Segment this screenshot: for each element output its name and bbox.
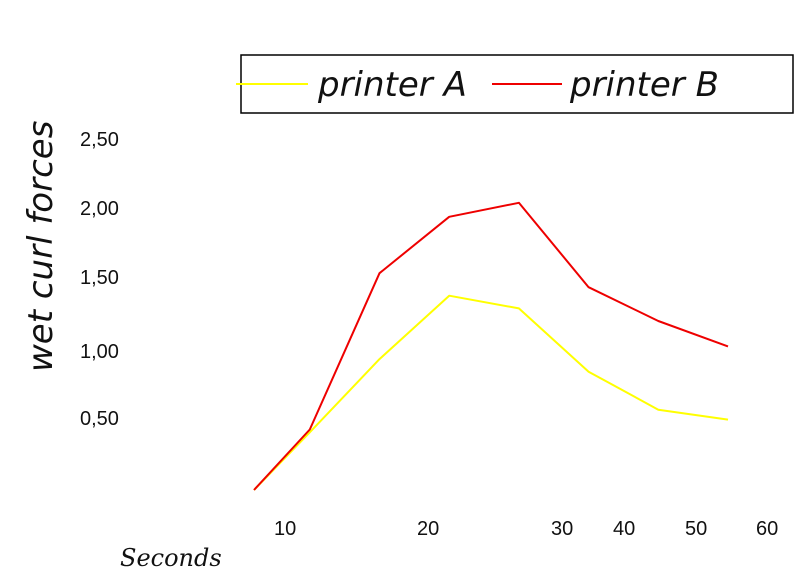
y-tick-label: 2,00 [80,198,119,220]
x-tick-label: 10 [274,518,296,540]
x-axis-label: Seconds [120,544,222,572]
y-tick-label: 1,00 [80,341,119,363]
x-tick-label: 50 [685,518,707,540]
y-tick-label: 1,50 [80,267,119,289]
x-tick-label: 20 [417,518,439,540]
y-tick-label: 0,50 [80,408,119,430]
series-layer [253,201,729,491]
legend-label-printer-a: printer A [317,65,467,105]
x-tick-label: 30 [551,518,573,540]
series-line-printer-a [253,294,729,491]
series-line-printer-b [253,201,729,491]
x-tick-label: 60 [756,518,778,540]
x-tick-label: 40 [613,518,635,540]
legend-label-printer-b: printer B [569,65,719,105]
y-tick-label: 2,50 [80,129,119,151]
y-axis-ticks: 0,50 1,00 1,50 2,00 2,50 [80,129,119,430]
x-axis-ticks: 10 20 30 40 50 60 [274,518,778,540]
legend: printer A printer B [236,54,794,114]
y-axis-label: wet curl forces [21,121,61,372]
